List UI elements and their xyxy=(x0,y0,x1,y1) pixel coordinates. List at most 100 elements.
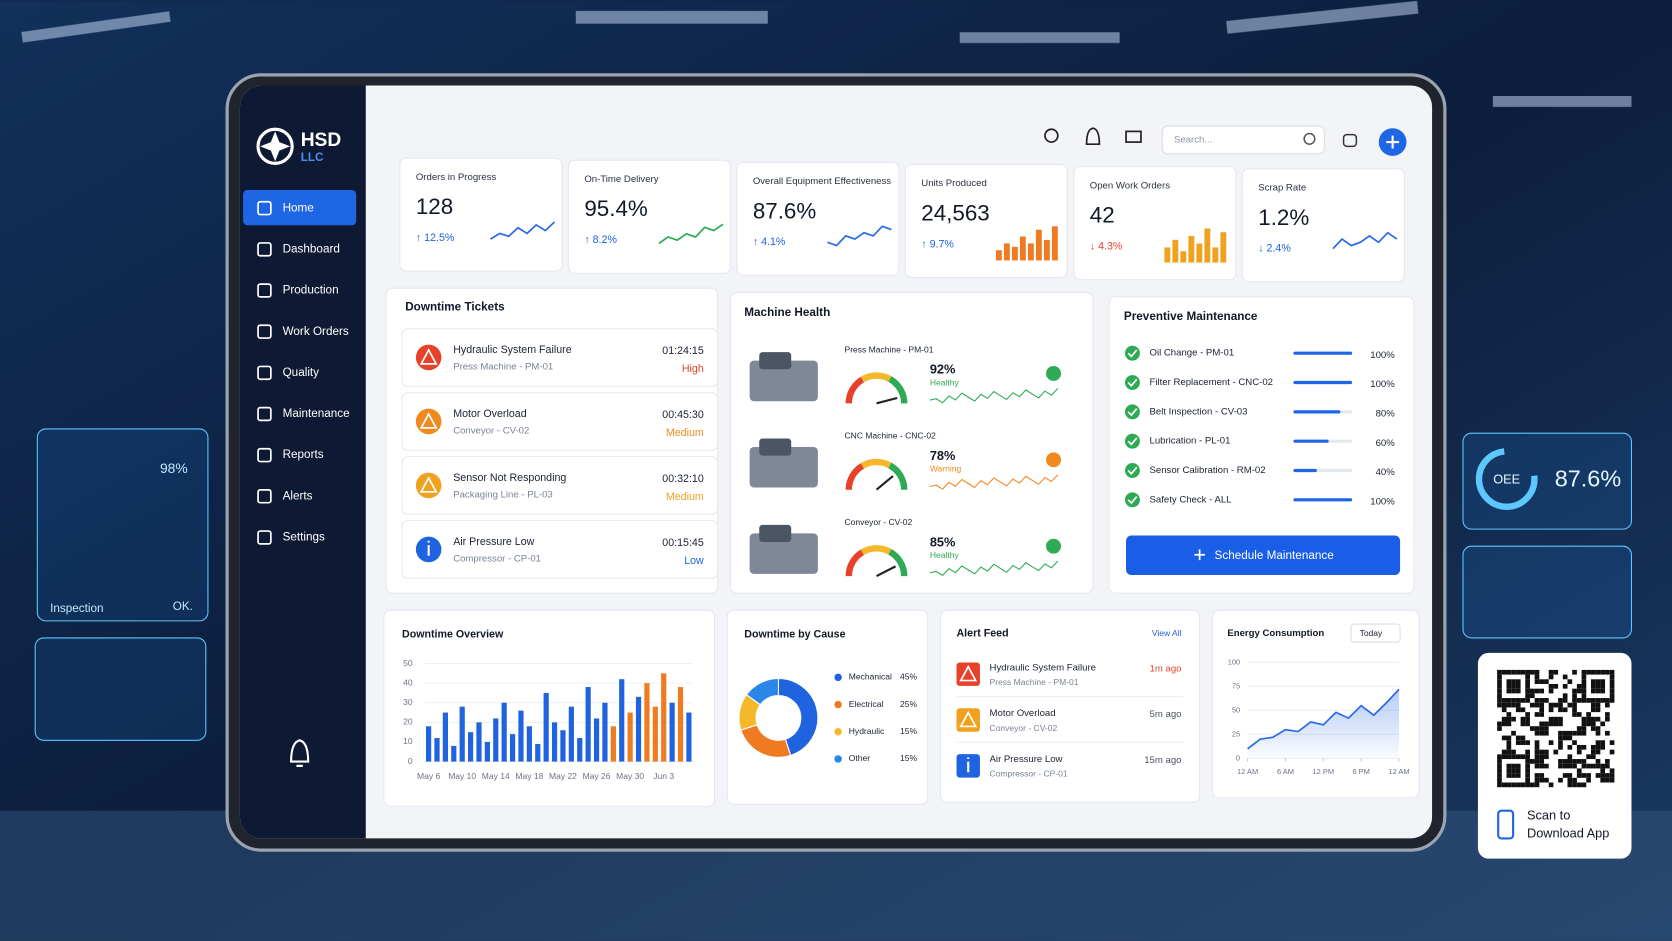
ticket[interactable] xyxy=(401,328,719,387)
qr-module xyxy=(1581,744,1587,750)
qr-module xyxy=(1581,716,1587,722)
nav-item[interactable]: Home xyxy=(283,201,314,214)
user-icon[interactable] xyxy=(1342,133,1358,148)
legend-label: Mechanical xyxy=(849,672,892,682)
nav-item[interactable]: Reports xyxy=(283,448,324,461)
qr-module xyxy=(1515,763,1521,769)
dropdown[interactable] xyxy=(1350,623,1401,643)
task-percent: 40% xyxy=(1376,467,1396,478)
task-percent: 80% xyxy=(1376,409,1396,420)
bar xyxy=(585,687,591,762)
qr-module xyxy=(1586,754,1591,760)
kpi-value: 24,563 xyxy=(921,201,989,226)
progress-fill xyxy=(1293,380,1353,385)
qr-module xyxy=(1548,683,1554,689)
qr-module xyxy=(1534,702,1540,708)
ticket[interactable] xyxy=(401,520,719,579)
bar xyxy=(476,722,482,762)
qr-module xyxy=(1497,768,1502,774)
spark-bar xyxy=(1043,239,1050,261)
qr-module xyxy=(1567,679,1573,684)
nav-item[interactable]: Maintenance xyxy=(283,407,350,420)
mail-icon[interactable] xyxy=(1125,130,1142,143)
view-all-link[interactable]: View All xyxy=(1152,628,1182,638)
sparkline xyxy=(827,225,892,247)
qr-module xyxy=(1511,749,1516,755)
nav-item[interactable]: Quality xyxy=(283,366,320,379)
qr-module xyxy=(1525,749,1530,755)
qr-module xyxy=(1534,763,1540,769)
qr-module xyxy=(1497,782,1502,788)
donut-slice xyxy=(745,677,779,706)
qr-module xyxy=(1520,754,1526,760)
bar xyxy=(661,673,667,762)
qr-module xyxy=(1600,698,1606,703)
search-box[interactable] xyxy=(1161,125,1325,155)
qr-module xyxy=(1567,744,1573,750)
nav-active[interactable] xyxy=(243,190,357,226)
qr-module xyxy=(1506,768,1512,774)
kpi-label: Scrap Rate xyxy=(1258,182,1306,193)
qr-module xyxy=(1605,702,1610,708)
qr-module xyxy=(1520,782,1526,788)
qr-module xyxy=(1534,777,1540,783)
spark-bar xyxy=(1172,239,1179,263)
qr-module xyxy=(1586,669,1591,675)
qr-module xyxy=(1506,679,1512,684)
ticket[interactable] xyxy=(401,456,719,515)
qr-module xyxy=(1600,688,1606,694)
qr-module xyxy=(1590,707,1596,713)
bell-icon[interactable] xyxy=(290,739,310,767)
qr-module xyxy=(1586,698,1591,703)
qr-module xyxy=(1595,759,1601,764)
nav-item[interactable]: Production xyxy=(283,284,339,297)
qr-module xyxy=(1520,707,1526,713)
schedule-button[interactable] xyxy=(1126,535,1401,575)
qr-module xyxy=(1506,763,1512,769)
qr-module xyxy=(1562,707,1568,713)
status-icon xyxy=(1046,538,1061,554)
holo-status: OK. xyxy=(173,600,193,613)
machine-name: CNC Machine - CNC-02 xyxy=(845,431,937,441)
spark-bar xyxy=(1164,247,1171,263)
nav-item[interactable]: Work Orders xyxy=(283,325,349,338)
line xyxy=(1247,688,1400,750)
qr-module xyxy=(1539,773,1545,778)
bar xyxy=(434,738,440,762)
qr-module xyxy=(1511,773,1516,778)
qr-module xyxy=(1595,716,1601,722)
bell-icon[interactable] xyxy=(1085,127,1101,146)
nav-item[interactable]: Alerts xyxy=(283,489,313,502)
qr-module xyxy=(1558,698,1563,703)
bar xyxy=(425,726,432,762)
kpi-change: ↑ 4.1% xyxy=(753,236,786,248)
nav-item[interactable]: Dashboard xyxy=(283,242,340,255)
qr-module xyxy=(1525,740,1530,745)
qr-module xyxy=(1595,773,1601,778)
ticket[interactable] xyxy=(401,392,719,451)
gauge-band xyxy=(845,463,865,490)
qr-module xyxy=(1544,698,1549,703)
card xyxy=(729,291,1094,594)
qr-module xyxy=(1572,763,1577,769)
qr-module xyxy=(1539,702,1545,708)
qr-module xyxy=(1520,740,1526,745)
health-value: 92% xyxy=(930,362,956,377)
nav-item[interactable]: Settings xyxy=(283,531,325,544)
search-icon[interactable] xyxy=(1044,128,1059,143)
check-glyph xyxy=(1127,408,1138,417)
qr-module xyxy=(1562,763,1568,769)
y-tick-label: 20 xyxy=(403,717,413,727)
qr-module xyxy=(1595,707,1601,713)
qr-module xyxy=(1511,782,1516,788)
legend-swatch xyxy=(834,700,842,709)
qr-module xyxy=(1572,707,1577,713)
spark-bar xyxy=(1188,236,1195,263)
check-icon xyxy=(1124,463,1140,478)
qr-module xyxy=(1525,683,1530,689)
qr-module xyxy=(1506,698,1512,703)
qr-module xyxy=(1525,759,1530,764)
qr-module xyxy=(1520,735,1526,741)
qr-module xyxy=(1539,777,1545,783)
qr-module xyxy=(1539,712,1545,717)
